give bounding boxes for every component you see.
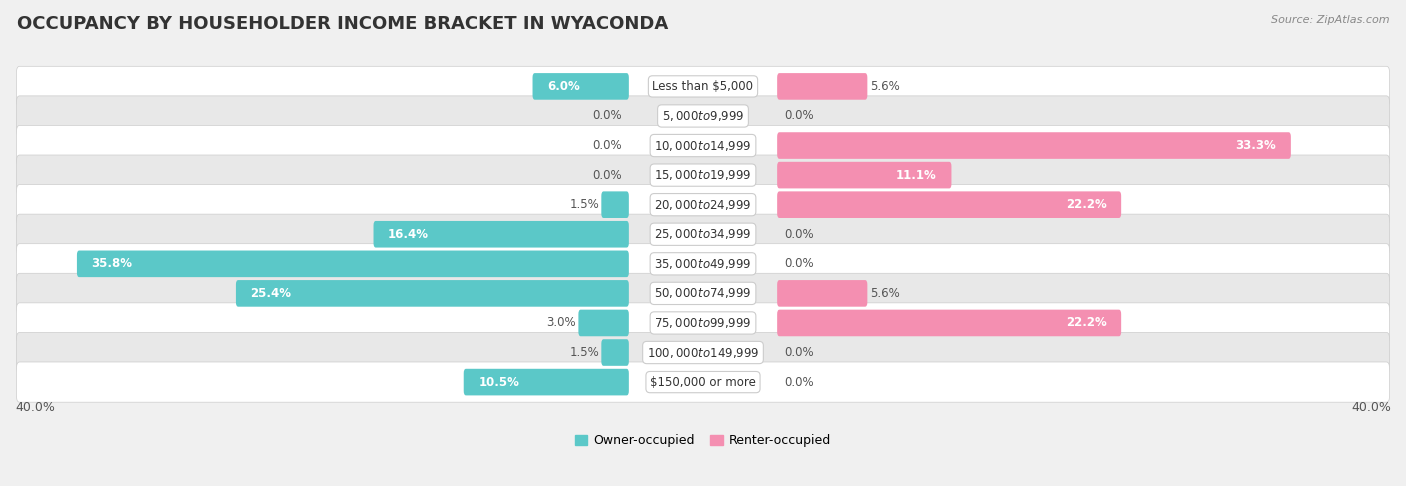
Text: 35.8%: 35.8% [91, 257, 132, 270]
FancyBboxPatch shape [778, 73, 868, 100]
Text: 6.0%: 6.0% [547, 80, 579, 93]
FancyBboxPatch shape [17, 96, 1389, 136]
FancyBboxPatch shape [17, 185, 1389, 225]
FancyBboxPatch shape [778, 132, 1291, 159]
Text: OCCUPANCY BY HOUSEHOLDER INCOME BRACKET IN WYACONDA: OCCUPANCY BY HOUSEHOLDER INCOME BRACKET … [17, 15, 668, 33]
Text: 22.2%: 22.2% [1066, 198, 1107, 211]
Text: $50,000 to $74,999: $50,000 to $74,999 [654, 286, 752, 300]
FancyBboxPatch shape [778, 310, 1121, 336]
Text: $35,000 to $49,999: $35,000 to $49,999 [654, 257, 752, 271]
FancyBboxPatch shape [464, 369, 628, 396]
FancyBboxPatch shape [236, 280, 628, 307]
Text: $5,000 to $9,999: $5,000 to $9,999 [662, 109, 744, 123]
Text: 11.1%: 11.1% [896, 169, 936, 182]
Text: 5.6%: 5.6% [870, 80, 900, 93]
Text: Less than $5,000: Less than $5,000 [652, 80, 754, 93]
Text: 0.0%: 0.0% [785, 346, 814, 359]
Text: Source: ZipAtlas.com: Source: ZipAtlas.com [1271, 15, 1389, 25]
Legend: Owner-occupied, Renter-occupied: Owner-occupied, Renter-occupied [569, 429, 837, 452]
Text: 10.5%: 10.5% [478, 376, 519, 389]
FancyBboxPatch shape [17, 332, 1389, 373]
Text: $75,000 to $99,999: $75,000 to $99,999 [654, 316, 752, 330]
Text: 25.4%: 25.4% [250, 287, 291, 300]
FancyBboxPatch shape [17, 155, 1389, 195]
Text: $15,000 to $19,999: $15,000 to $19,999 [654, 168, 752, 182]
FancyBboxPatch shape [778, 191, 1121, 218]
Text: 0.0%: 0.0% [785, 109, 814, 122]
Text: 40.0%: 40.0% [15, 401, 55, 415]
FancyBboxPatch shape [17, 125, 1389, 166]
FancyBboxPatch shape [17, 303, 1389, 343]
FancyBboxPatch shape [17, 66, 1389, 106]
Text: 1.5%: 1.5% [569, 198, 599, 211]
Text: 33.3%: 33.3% [1236, 139, 1277, 152]
Text: $150,000 or more: $150,000 or more [650, 376, 756, 389]
Text: $10,000 to $14,999: $10,000 to $14,999 [654, 139, 752, 153]
FancyBboxPatch shape [17, 214, 1389, 254]
Text: 0.0%: 0.0% [785, 257, 814, 270]
Text: 22.2%: 22.2% [1066, 316, 1107, 330]
FancyBboxPatch shape [602, 339, 628, 366]
FancyBboxPatch shape [578, 310, 628, 336]
FancyBboxPatch shape [77, 250, 628, 277]
Text: 16.4%: 16.4% [388, 228, 429, 241]
Text: $20,000 to $24,999: $20,000 to $24,999 [654, 198, 752, 212]
Text: 3.0%: 3.0% [547, 316, 576, 330]
Text: $25,000 to $34,999: $25,000 to $34,999 [654, 227, 752, 241]
Text: 0.0%: 0.0% [592, 169, 621, 182]
Text: 5.6%: 5.6% [870, 287, 900, 300]
Text: $100,000 to $149,999: $100,000 to $149,999 [647, 346, 759, 360]
FancyBboxPatch shape [602, 191, 628, 218]
FancyBboxPatch shape [778, 162, 952, 189]
FancyBboxPatch shape [17, 273, 1389, 313]
FancyBboxPatch shape [17, 362, 1389, 402]
Text: 0.0%: 0.0% [785, 228, 814, 241]
FancyBboxPatch shape [533, 73, 628, 100]
Text: 1.5%: 1.5% [569, 346, 599, 359]
Text: 0.0%: 0.0% [785, 376, 814, 389]
Text: 0.0%: 0.0% [592, 109, 621, 122]
Text: 40.0%: 40.0% [1351, 401, 1391, 415]
FancyBboxPatch shape [778, 280, 868, 307]
FancyBboxPatch shape [374, 221, 628, 247]
FancyBboxPatch shape [17, 243, 1389, 284]
Text: 0.0%: 0.0% [592, 139, 621, 152]
